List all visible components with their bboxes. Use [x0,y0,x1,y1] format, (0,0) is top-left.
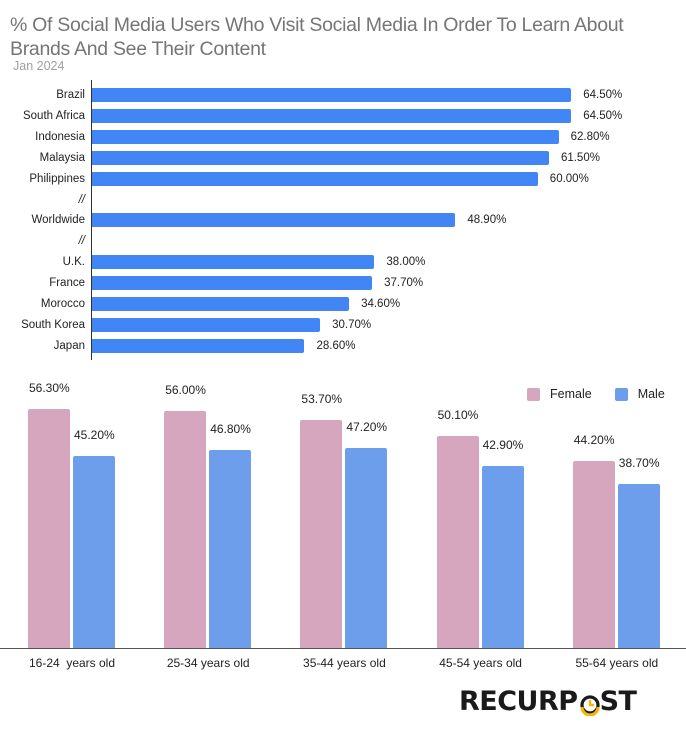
category-label: Japan [53,339,85,352]
x-axis-label: 35-44 years old [303,656,386,670]
country-bar-chart: Brazil 64.50% South Africa 64.50% Indonesia 6… [0,80,686,360]
value-label: 30.70% [332,318,372,331]
chart-subtitle: Jan 2024 [13,59,65,73]
x-axis-label: 16-24 years old [28,656,116,670]
value-label: 37.70% [384,277,424,290]
category-label: Morocco [40,298,85,310]
value-label: 34.60% [361,298,401,310]
male-bar [617,483,660,648]
female-bar [436,435,479,648]
value-label: 38.70% [618,455,660,470]
value-label: 38.00% [386,256,426,269]
y-axis-line [91,80,92,360]
bar [92,317,321,332]
category-label: Philippines [29,172,85,185]
x-axis-label: 45-54 years old [439,656,522,670]
value-label: 60.00% [549,172,589,185]
male-bar [345,447,388,648]
value-label: 45.20% [74,428,115,443]
female-swatch-icon [527,387,540,401]
male-bar [209,449,252,648]
legend-label: Female [550,387,592,401]
category-label: South Africa [22,109,85,122]
value-label: 42.90% [482,438,524,453]
category-label: South Korea [21,318,85,331]
bar [92,338,305,353]
category-label: France [49,277,85,290]
value-label: 28.60% [316,339,356,352]
value-label: 47.20% [346,419,388,434]
value-label: 64.50% [583,109,623,122]
legend-label: Male [637,387,665,401]
category-label: U.K. [62,256,85,269]
value-label: 46.80% [210,421,251,436]
male-swatch-icon [614,387,628,401]
category-label: // [78,235,85,248]
logo-text-left: RECURP [459,686,578,717]
bar [92,297,350,311]
value-label: 62.80% [570,130,610,143]
x-axis-line [0,648,686,649]
recurpost-logo: RECURP ST [459,686,637,717]
male-bar [73,456,115,648]
bar [92,276,373,291]
value-label: 48.90% [467,214,507,227]
legend-item-female: Female [527,387,592,401]
value-label: 53.70% [301,392,343,407]
category-label: Malaysia [39,151,85,164]
bar [92,88,572,102]
female-bar [572,460,615,648]
x-axis-label: 55-64 years old [575,656,659,670]
clock-icon [579,692,600,717]
bar [92,150,549,165]
female-bar [28,409,70,648]
male-bar [481,466,524,648]
bar [92,108,572,123]
legend: Female Male [527,387,686,401]
value-label: 44.20% [573,432,615,447]
value-label: 64.50% [583,89,623,101]
value-label: 61.50% [560,151,600,164]
category-label: Brazil [56,89,85,101]
bar [92,171,538,186]
female-bar [300,420,343,648]
age-gender-bar-chart: Female Male 56.30% 45.20% 16-24 years old 5… [0,370,686,680]
x-axis-label: 25-34 years old [166,656,250,670]
bar [92,255,375,270]
female-bar [164,410,207,648]
category-label: Worldwide [31,214,85,227]
legend-item-male: Male [614,387,665,401]
value-label: 56.30% [29,381,70,396]
logo-text-right: ST [599,686,637,717]
category-label: // [78,193,85,206]
bar [92,213,456,228]
value-label: 50.10% [437,407,479,422]
chart-title: % Of Social Media Users Who Visit Social… [10,14,624,60]
value-label: 56.00% [165,382,206,397]
bar [92,129,559,144]
category-label: Indonesia [35,130,85,143]
